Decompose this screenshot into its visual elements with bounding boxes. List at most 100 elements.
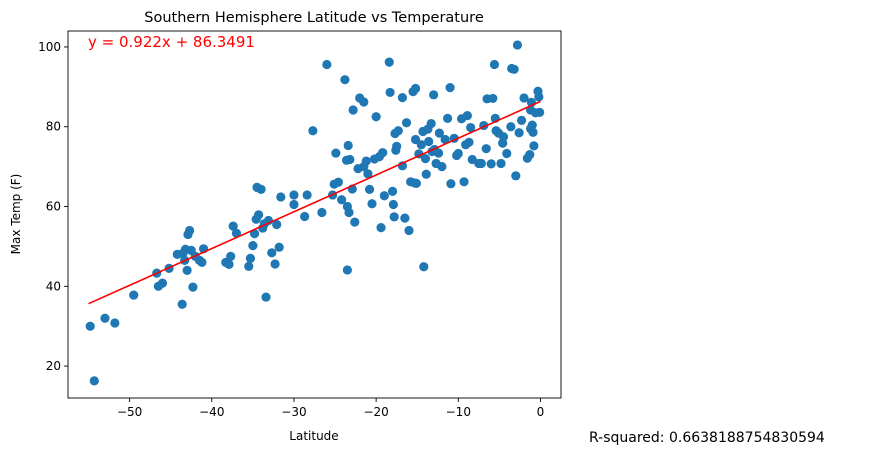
data-point [343,140,353,151]
chart-title: Southern Hemisphere Latitude vs Temperat… [144,10,484,26]
y-tick-label: 60 [46,200,61,214]
data-point [345,154,355,165]
data-point [519,93,529,103]
data-point [340,75,350,85]
y-tick-label: 40 [46,279,61,293]
data-point [387,186,398,196]
data-point [331,148,341,158]
y-axis-label: Max Temp (F) [9,174,23,255]
data-point [359,97,369,107]
data-point [244,261,254,271]
data-point [231,228,242,238]
data-point [526,124,536,134]
data-point [350,217,360,227]
regression-equation: y = 0.922x + 86.3491 [88,33,255,51]
data-point [512,40,523,50]
data-point [489,59,500,70]
data-point [496,158,506,169]
data-point [388,199,398,210]
data-point [249,229,260,239]
data-point [434,128,444,138]
data-point [248,241,258,251]
data-point [411,178,421,188]
data-point [376,223,386,233]
data-point [254,210,264,220]
data-point [429,90,439,100]
data-point [185,225,195,236]
data-point [129,290,139,300]
data-point [466,122,476,133]
data-point [378,148,388,158]
data-point [182,265,192,275]
data-point [488,93,498,104]
x-tick-label: −30 [281,405,306,419]
data-point [392,141,402,151]
data-point [424,136,434,147]
data-point [437,162,447,172]
data-point [389,212,399,222]
data-point [446,179,456,189]
data-point [420,154,431,164]
data-point [363,169,373,179]
y-tick-label: 100 [38,40,61,54]
data-point [397,93,408,103]
data-point [333,177,343,187]
data-point [342,265,352,275]
data-point [89,376,99,386]
data-point [224,259,234,269]
data-point [300,211,310,222]
data-point [85,321,95,331]
axes: −50 −40 −30 −20 −10 0 20 40 60 80 100 [38,30,562,419]
data-point [440,134,450,145]
data-point [342,201,352,212]
data-point [393,126,403,136]
data-point [322,59,332,70]
data-point [453,148,463,159]
data-point [421,169,431,179]
data-point [188,282,198,292]
r-squared-annotation: R-squared: 0.6638188754830594 [589,430,825,446]
data-point [459,177,469,187]
data-point [401,118,412,128]
data-point [443,113,453,123]
x-tick-label: 0 [537,405,545,419]
y-tick-label: 80 [46,120,61,134]
plot-area [85,40,545,386]
x-tick-label: −50 [117,405,142,419]
data-point [400,213,410,223]
x-tick-label: −10 [446,405,471,419]
x-tick-label: −20 [363,405,388,419]
data-point [410,83,421,94]
x-tick-label: −40 [199,405,224,419]
data-point [476,158,486,169]
data-point [385,87,395,98]
data-point [110,318,120,328]
data-point [302,190,312,200]
data-point [272,219,282,230]
data-point [267,248,277,258]
data-point [177,299,187,309]
data-point [416,140,426,150]
data-point [317,207,327,218]
regression-line [88,100,541,305]
x-axis-label: Latitude [289,429,338,443]
data-point [256,184,266,194]
data-point [276,192,286,202]
data-point [481,144,491,154]
data-point [261,292,271,302]
data-point [100,313,110,323]
data-point [511,171,521,181]
data-point [308,126,318,136]
plot-frame [67,30,562,399]
data-point [228,221,238,231]
data-point [426,118,436,129]
data-point [197,257,207,267]
data-point [289,199,299,210]
data-point [529,141,539,151]
data-point [289,190,299,200]
data-point [509,64,519,74]
data-point [525,150,535,160]
data-point [270,259,280,269]
data-point [226,251,236,261]
